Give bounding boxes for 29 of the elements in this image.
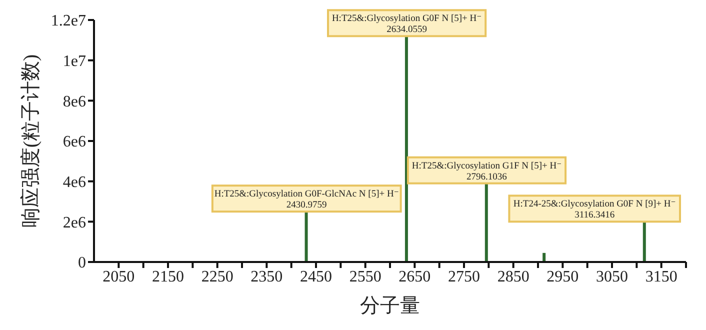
annotation: H:T25&:Glycosylation G0F N [5]+ H⁻ 2634.0559	[332, 14, 482, 36]
annotation: H:T25&:Glycosylation G0F-GlcNAc N [5]+ H⁻ 2430.9759	[214, 190, 399, 211]
bar	[642, 222, 646, 262]
annotation: H:T25&:Glycosylation G1F N [5]+ H⁻ 2796.1036	[412, 161, 562, 182]
bar	[484, 183, 488, 262]
x-tick-label: 3150	[645, 268, 678, 286]
x-tick-label: 2250	[201, 268, 234, 286]
x-axis-title: 分子量	[360, 295, 420, 317]
x-tick-label: 2650	[398, 268, 431, 286]
y-tick-label: 4e6	[62, 174, 86, 192]
y-tick-label: 1e7	[62, 53, 86, 70]
x-tick-label: 2350	[250, 268, 283, 286]
y-tick-label: 0	[78, 254, 86, 272]
y-axis-title: 响应强度(粒子计数)	[20, 54, 42, 228]
x-tick-label: 2850	[497, 268, 530, 286]
bar	[404, 36, 408, 262]
x-tick-label: 2750	[448, 268, 480, 286]
annotation: H:T24-25&:Glycosylation G0F N [9]+ H⁻ 3116.3416	[513, 200, 676, 221]
x-tick-label: 2550	[349, 268, 382, 286]
y-tick-label: 6e6	[62, 134, 86, 151]
y-tick-label: 2e6	[62, 214, 86, 232]
y-tick-label: 1.2e7	[50, 12, 86, 30]
x-tick-label: 2050	[102, 268, 135, 286]
x-tick-label: 2150	[152, 268, 184, 286]
bar	[304, 212, 308, 262]
x-tick-label: 2450	[300, 268, 332, 286]
x-tick-label: 3050	[596, 268, 628, 286]
x-tick-label: 2950	[546, 268, 579, 286]
y-tick-label: 8e6	[62, 93, 86, 110]
